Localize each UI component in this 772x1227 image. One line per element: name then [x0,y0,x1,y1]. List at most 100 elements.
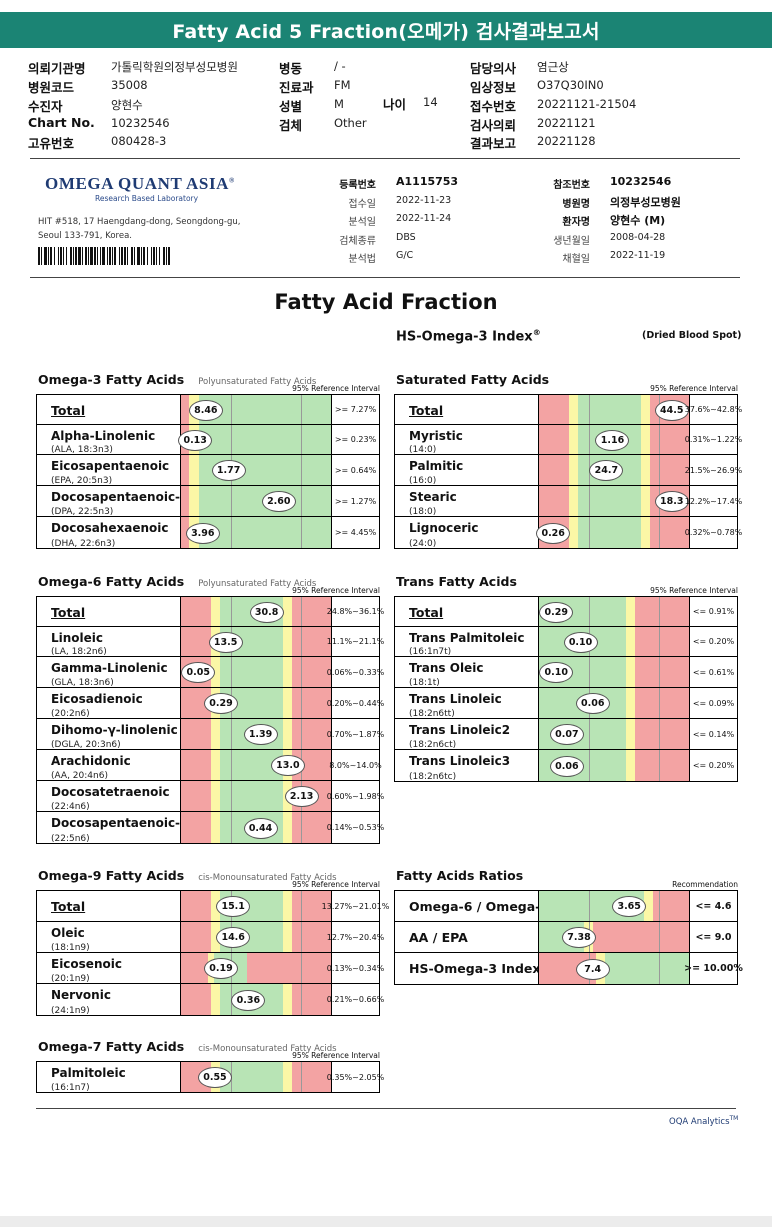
row-subname: (18:1t) [409,678,440,688]
barcode-bar [112,247,113,265]
reference-range: <= 0.14% [692,729,735,739]
value-marker: 7.4 [575,958,610,980]
value-marker: 0.05 [181,662,216,683]
header-left-value-2: 양현수 [111,98,143,112]
zone-red [650,517,689,548]
header-right-label-2: 접수번호 [470,99,517,114]
grid-line [230,395,232,424]
section-omega6-header: Omega-6 Fatty Acids Polyunsaturated Fatty… [38,574,316,589]
value-marker: 0.06 [549,755,584,777]
grid-line [301,597,302,626]
row-name: Docosapentaenoic-n3 [51,490,197,504]
reference-range: >= 0.23% [334,435,377,444]
table-row: Trans Linoleic (18:2n6tt) 0.06 <= 0.09% [395,688,737,719]
grid-line [588,719,590,749]
barcode-bar [85,247,87,265]
reference-range: 24.8%~36.1% [326,607,385,616]
header-left-value-0: 가톨릭학원의정부성모병원 [111,60,238,74]
range-header: 95% Reference Interval [292,586,380,595]
table-row: Docosapentaenoic-n3 (DPA, 22:5n3) 2.60 >= 1… [37,486,379,517]
zone-green [220,657,283,687]
reference-range: 12.2%~17.4% [684,496,743,506]
section-trans-header: Trans Fatty Acids [396,574,517,589]
barcode-bar [153,247,155,265]
barcode-bar [107,247,108,265]
row-subname: (18:2n6tt) [409,709,455,719]
header-mid-value-0: / - [334,59,346,73]
zone-red [181,781,211,811]
reference-range: 0.20%~0.44% [326,698,385,708]
header-right-label-0: 담당의사 [470,61,517,76]
zone-red [181,891,211,921]
zone-red [635,688,689,718]
value-marker: 14.6 [216,927,251,948]
zone-yellow [283,922,292,952]
row-name: Palmitoleic [51,1066,126,1080]
barcode-bar [66,247,67,265]
row-subname: (LA, 18:2n6) [51,647,107,657]
row-name: Gamma-Linolenic [51,661,168,675]
value-marker: 7.38 [562,927,597,948]
row-name: Myristic [409,429,463,443]
zone-red [539,425,569,454]
header-left-value-1: 35008 [111,78,148,92]
value-marker: 0.10 [539,662,574,683]
row-subname: (24:0) [409,539,437,549]
reference-range: <= 0.20% [692,761,735,770]
zone-red [181,953,208,983]
zone-red [292,812,331,843]
report-title-bar: Fatty Acid 5 Fraction(오메가) 검사결과보고서 [0,12,772,48]
footer-brand: OQA AnalyticsTM [669,1115,739,1127]
reference-range: >= 10.00% [684,963,743,974]
barcode-bar [44,247,47,265]
reference-range: 12.7%~20.4% [326,932,385,942]
barcode-bar [58,247,59,265]
table-row: Omega-6 / Omega-3 3.65 <= 4.6 [395,891,737,922]
table-row: Arachidonic (AA, 20:4n6) 13.0 8.0%~14.0% [37,750,382,781]
reference-range: >= 0.64% [334,465,377,475]
section-title: Omega-6 Fatty Acids [38,574,185,589]
grid-line [588,517,590,548]
total-row: Total 0.29 <= 0.91% [395,597,737,627]
barcode-bar [109,247,111,265]
header-rule [30,158,740,159]
total-row: Total 44.5 37.6%~42.8% [395,395,742,425]
barcode-bar [131,247,133,265]
table-row: Eicosenoic (20:1n9) 0.19 0.13%~0.34% [37,953,385,984]
section-omega3-table: Total 8.46 >= 7.27% Alpha-Linolenic (ALA, 18… [36,394,380,549]
lab-mid-value-2: 2022-11-24 [396,213,452,224]
reference-range: 0.13%~0.34% [326,963,385,973]
row-name: Trans Linoleic [409,692,502,706]
reference-bar [180,657,332,687]
value-marker: 18.3 [654,491,689,512]
row-subname: (DPA, 22:5n3) [51,507,114,517]
barcode-bar [163,247,165,265]
zone-yellow [641,395,650,424]
header-mid-label-3: 검체 [279,118,303,133]
zone-green [578,486,641,516]
row-name: Arachidonic [51,754,131,768]
grid-line [659,425,660,454]
range-header: 95% Reference Interval [292,1051,380,1060]
section-omega6-table: Total 30.8 24.8%~36.1% Linoleic (LA, 18:2n6)… [36,596,385,844]
table-row: Palmitic (16:0) 24.7 21.5%~26.9% [395,455,742,486]
header-left-value-4: 080428-3 [111,134,167,148]
zone-yellow [188,486,199,516]
row-name: Alpha-Linolenic [51,429,156,443]
section-title: Omega-3 Fatty Acids [38,372,185,387]
value-marker: 0.44 [243,817,278,839]
zone-yellow [626,719,635,749]
reference-range: >= 1.27% [334,496,377,506]
lab-mid-value-4: G/C [396,250,414,261]
grid-line [301,812,302,843]
zone-yellow [188,455,199,485]
grid-line [301,517,302,548]
reference-bar [180,984,332,1015]
section-title: Omega-9 Fatty Acids [38,868,185,883]
row-name: Omega-6 / Omega-3 [409,899,550,914]
value-marker: 1.39 [243,724,278,745]
row-name: Stearic [409,490,457,504]
row-subname: (GLA, 18:3n6) [51,678,114,688]
lab-right-label-4: 채혈일 [562,254,590,265]
row-subname: (20:1n9) [51,974,90,984]
